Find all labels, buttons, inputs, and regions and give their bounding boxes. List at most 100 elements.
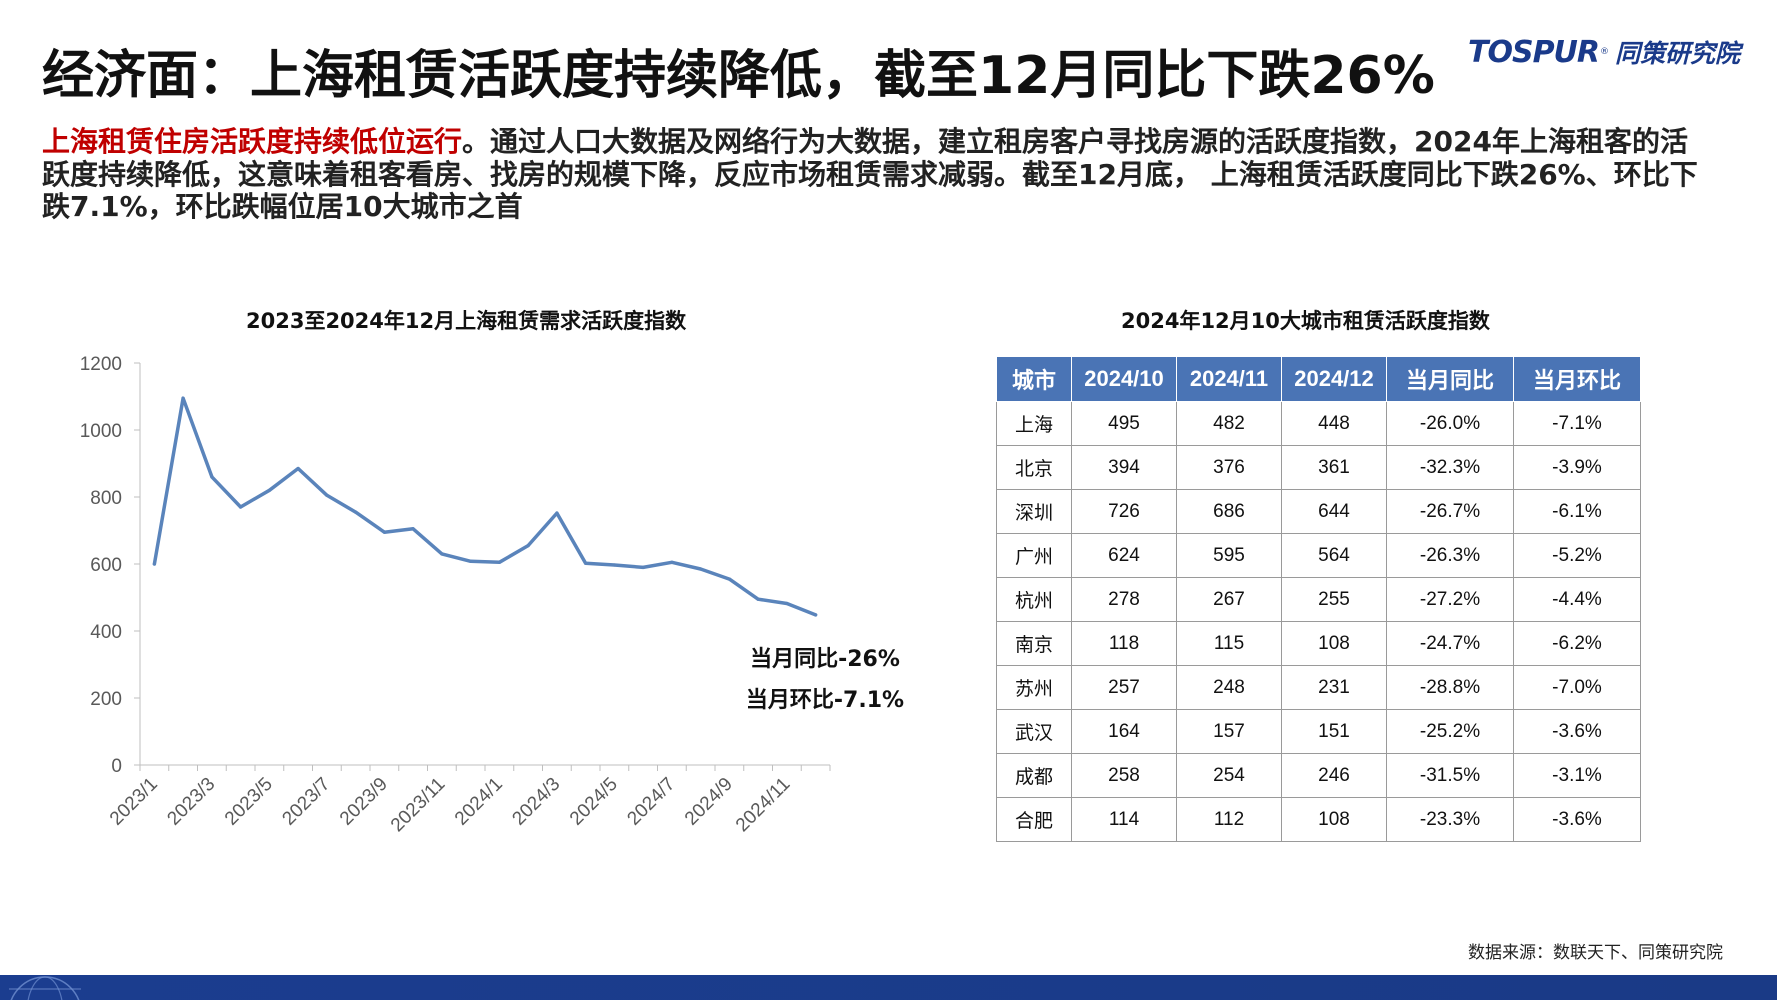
city-name-cell: 南京 [996,621,1072,666]
data-point [641,565,645,569]
table-cell: 624 [1071,533,1177,578]
table-cell: -27.2% [1386,577,1514,622]
city-name-cell: 合肥 [996,797,1072,842]
table-cell: 246 [1281,753,1387,798]
table-cell: 448 [1281,401,1387,446]
table-cell: 644 [1281,489,1387,534]
y-tick-label: 0 [111,756,122,777]
table-header-cell: 当月环比 [1513,356,1641,402]
table-cell: 151 [1281,709,1387,754]
summary-body: 。通过人口大数据及网络行为大数据，建立租房客户寻找房源的活跃度指数，2024年上… [42,125,1698,223]
table-header-cell: 城市 [996,356,1072,402]
table-row: 苏州 257 248 231 -28.8% -7.0% [996,665,1641,710]
y-tick-label: 200 [90,689,122,710]
table-cell: 726 [1071,489,1177,534]
city-name-cell: 北京 [996,445,1072,490]
data-point [469,559,473,563]
table-cell: -23.3% [1386,797,1514,842]
summary-paragraph: 上海租赁住房活跃度持续低位运行。通过人口大数据及网络行为大数据，建立租房客户寻找… [42,125,1702,224]
data-point [181,396,185,400]
chart-annotation: 当月环比-7.1% [746,688,904,713]
data-point [354,510,358,514]
table-cell: 495 [1071,401,1177,446]
table-cell: 564 [1281,533,1387,578]
table-cell: 267 [1176,577,1282,622]
table-cell: 248 [1176,665,1282,710]
data-point [382,530,386,534]
table-cell: 254 [1176,753,1282,798]
table-cell: -3.9% [1513,445,1641,490]
table-row: 合肥 114 112 108 -23.3% -3.6% [996,797,1641,842]
table-header-cell: 2024/10 [1071,356,1177,402]
city-name-cell: 深圳 [996,489,1072,534]
data-point [756,597,760,601]
city-name-cell: 苏州 [996,665,1072,710]
table-header-row: 城市 2024/10 2024/11 2024/12 当月同比 当月环比 [996,356,1641,402]
city-name-cell: 成都 [996,753,1072,798]
table-cell: 115 [1176,621,1282,666]
data-point [210,475,214,479]
table-cell: -6.1% [1513,489,1641,534]
data-point [526,544,530,548]
page-title: 经济面：上海租赁活跃度持续降低，截至12月同比下跌26% [42,46,1435,106]
line-chart-title: 2023至2024年12月上海租赁需求活跃度指数 [246,309,687,333]
city-name-cell: 武汉 [996,709,1072,754]
y-tick-label: 600 [90,555,122,576]
table-cell: 258 [1071,753,1177,798]
table-title: 2024年12月10大城市租赁活跃度指数 [1121,309,1490,333]
y-tick-label: 1200 [80,354,122,375]
table-cell: 394 [1071,445,1177,490]
table-cell: 482 [1176,401,1282,446]
data-point [296,466,300,471]
city-rental-table: 城市 2024/10 2024/11 2024/12 当月同比 当月环比 上海 495 482… [996,356,1641,842]
table-cell: 257 [1071,665,1177,710]
x-tick-label: 2023/7 [278,774,334,830]
data-point [440,552,444,556]
data-point [785,601,789,606]
data-point [670,560,674,564]
logo-registered-mark: ® [1600,47,1610,57]
data-point [411,527,415,531]
x-tick-label: 2024/3 [508,774,564,830]
x-tick-label: 2023/3 [163,774,219,830]
table-cell: 164 [1071,709,1177,754]
y-tick-label: 800 [90,488,122,509]
x-tick-label: 2023/5 [221,774,277,830]
x-tick-label: 2023/9 [336,774,392,830]
logo-chinese-name: 同策研究院 [1615,39,1741,68]
data-point [584,561,588,565]
table-row: 上海 495 482 448 -26.0% -7.1% [996,401,1641,446]
table-row: 武汉 164 157 151 -25.2% -3.6% [996,709,1641,754]
table-cell: 118 [1071,621,1177,666]
table-cell: 114 [1071,797,1177,842]
table-cell: 157 [1176,709,1282,754]
x-tick-label: 2023/11 [387,774,449,836]
data-point [152,562,156,566]
table-cell: -26.3% [1386,533,1514,578]
table-header-cell: 当月同比 [1386,356,1514,402]
table-header-cell: 2024/11 [1176,356,1282,402]
table-cell: -3.6% [1513,797,1641,842]
data-point [497,560,501,564]
summary-highlight: 上海租赁住房活跃度持续低位运行 [42,125,463,158]
data-point [325,493,329,497]
table-cell: -3.1% [1513,753,1641,798]
tospur-logo: TOSPUR ® 同策研究院 [1468,30,1748,74]
y-tick-label: 400 [90,622,122,643]
data-point [555,511,559,515]
data-point [699,567,703,571]
globe-icon [9,976,81,1000]
table-row: 北京 394 376 361 -32.3% -3.9% [996,445,1641,490]
table-cell: -7.1% [1513,401,1641,446]
table-cell: -31.5% [1386,753,1514,798]
series-line [152,396,818,617]
table-cell: -25.2% [1386,709,1514,754]
data-point [727,577,732,581]
x-tick-label: 2024/11 [732,774,794,836]
table-header-cell: 2024/12 [1281,356,1387,402]
table-cell: 686 [1176,489,1282,534]
table-cell: -32.3% [1386,445,1514,490]
table-cell: 376 [1176,445,1282,490]
city-name-cell: 杭州 [996,577,1072,622]
